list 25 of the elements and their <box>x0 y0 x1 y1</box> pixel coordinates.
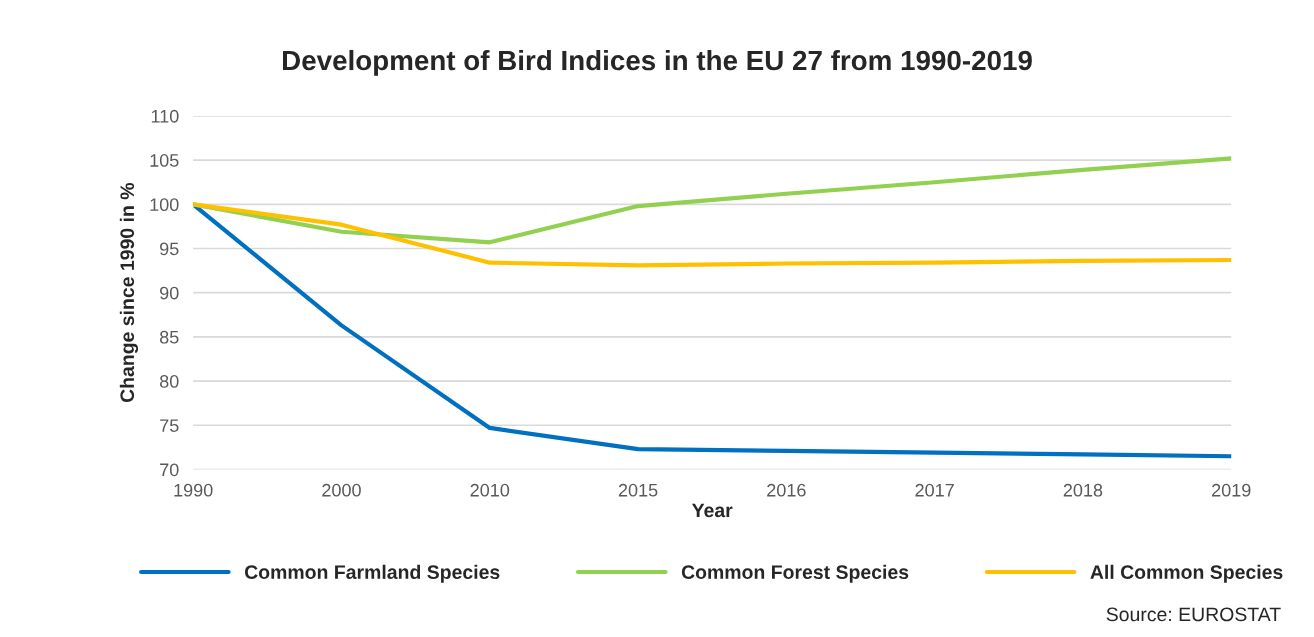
y-tick-label: 85 <box>159 330 179 344</box>
y-tick-label: 100 <box>150 198 179 212</box>
chart-title: Development of Bird Indices in the EU 27 from 1990-2019 <box>282 49 1032 76</box>
y-tick-label: 95 <box>160 242 179 256</box>
line-series <box>193 202 1232 268</box>
x-tick-label: 2000 <box>322 483 361 497</box>
y-axis-title: Change since 1990 in % <box>119 182 139 403</box>
y-tick-label: 70 <box>160 463 179 477</box>
y-tick-label: 75 <box>160 419 179 432</box>
x-tick-label: 2015 <box>618 483 658 497</box>
legend-label: Common Forest Species <box>681 564 909 583</box>
x-tick-label: 2019 <box>1212 483 1251 497</box>
x-axis-title: Year <box>691 503 733 518</box>
y-tick-label: 80 <box>159 375 179 388</box>
x-tick-label: 1990 <box>174 483 213 497</box>
x-tick-label: 2018 <box>1063 483 1103 497</box>
y-tick-label: 105 <box>150 154 179 167</box>
x-tick-label: 2016 <box>767 483 806 497</box>
legend-label: All Common Species <box>1090 564 1283 583</box>
y-tick-label: 90 <box>160 286 179 300</box>
source-note: Source: EUROSTAT <box>1106 607 1281 622</box>
y-tick-label: 110 <box>151 109 179 123</box>
x-tick-label: 2017 <box>915 483 954 497</box>
x-tick-label: 2010 <box>470 483 510 497</box>
legend-label: Common Farmland Species <box>244 564 500 583</box>
